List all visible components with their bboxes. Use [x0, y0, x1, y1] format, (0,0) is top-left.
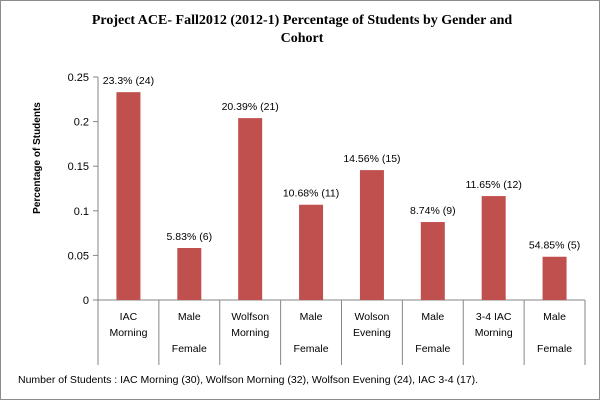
y-tick-label: 0.25 — [68, 72, 89, 84]
bar — [238, 118, 263, 300]
plot-area: 0 0.05 0.1 0.15 0.2 0.25 23.3% (24) IAC Morning 5… — [68, 72, 586, 365]
y-axis-title: Percentage of Students — [32, 102, 43, 214]
x-category-label: Female — [172, 343, 207, 355]
data-label: 11.65% (12) — [465, 179, 521, 191]
bar — [116, 92, 141, 300]
x-category-label: Morning — [231, 327, 269, 339]
bar — [177, 247, 202, 300]
data-label: 10.68% (11) — [283, 188, 339, 200]
data-label: 5.83% (6) — [167, 231, 213, 243]
x-category-label: Female — [415, 343, 450, 355]
y-tick-label: 0 — [83, 295, 89, 307]
x-category-label: Wolfson — [231, 311, 269, 323]
chart-title-line-1: Project ACE- Fall2012 (2012-1) Percentag… — [92, 13, 513, 28]
x-category-label: Female — [294, 343, 329, 355]
bar — [359, 170, 384, 300]
x-category-label: Wolson — [355, 311, 390, 323]
x-category-label: Morning — [475, 327, 513, 339]
x-category-label: Male — [421, 311, 444, 323]
x-category-label: Male — [543, 311, 566, 323]
x-category-label: 3-4 IAC — [476, 311, 512, 323]
data-label: 20.39% (21) — [222, 101, 279, 113]
data-label: 14.56% (15) — [343, 153, 400, 165]
y-tick-label: 0.15 — [68, 161, 89, 173]
data-label: 54.85% (5) — [529, 240, 580, 252]
x-category-label: Male — [300, 311, 323, 323]
bar — [481, 196, 506, 300]
y-tick-label: 0.2 — [74, 117, 89, 129]
x-category-label: Male — [178, 311, 201, 323]
x-category-label: Female — [537, 343, 572, 355]
data-label: 23.3% (24) — [103, 75, 154, 87]
chart-title: Project ACE- Fall2012 (2012-1) Percentag… — [92, 13, 513, 46]
x-category-label: Evening — [353, 327, 391, 339]
x-category-label: IAC — [120, 311, 138, 323]
footnote: Number of Students : IAC Morning (30), W… — [18, 374, 478, 386]
y-tick-label: 0.1 — [74, 206, 89, 218]
chart-title-line-2: Cohort — [281, 31, 324, 46]
x-category-label: Morning — [109, 327, 147, 339]
bar — [420, 222, 445, 300]
y-tick-label: 0.05 — [68, 250, 89, 262]
bar — [299, 204, 324, 300]
bar — [542, 256, 567, 300]
data-label: 8.74% (9) — [410, 205, 456, 217]
